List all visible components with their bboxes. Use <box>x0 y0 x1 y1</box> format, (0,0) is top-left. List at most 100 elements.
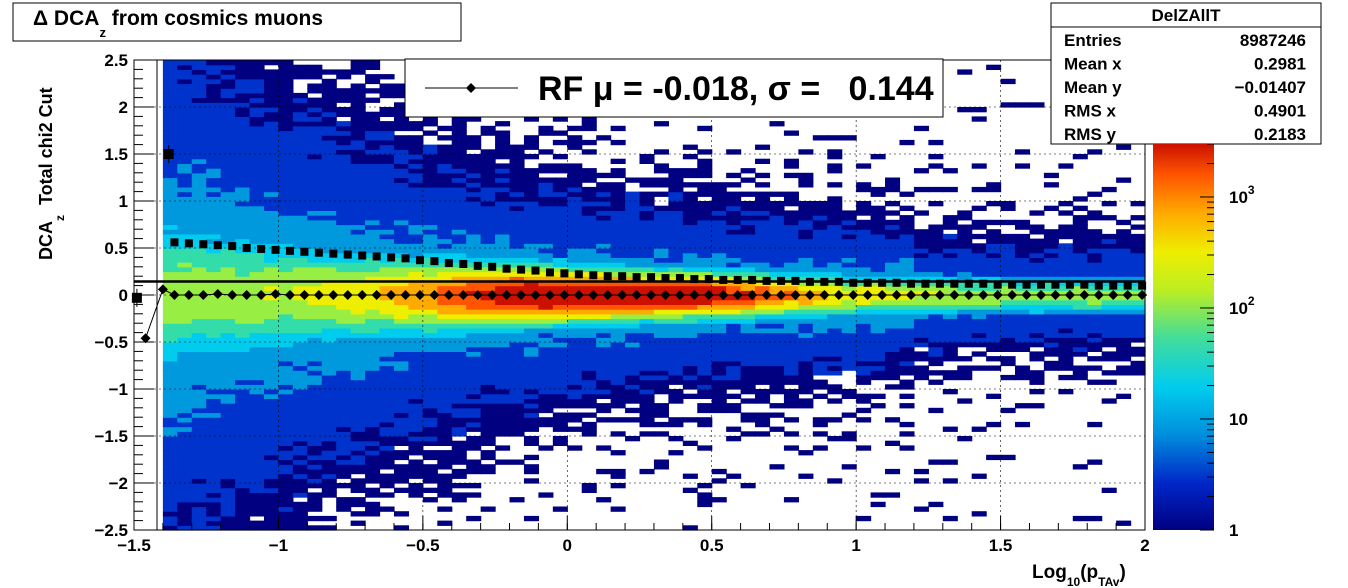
heatmap-cell <box>292 426 308 432</box>
heatmap-cell <box>191 205 207 211</box>
heatmap-cell <box>899 285 915 291</box>
heatmap-cell <box>365 186 381 193</box>
heatmap-cell <box>1116 229 1132 235</box>
heatmap-cell <box>697 205 713 211</box>
heatmap-cell <box>625 398 641 404</box>
heatmap-cell <box>812 304 828 310</box>
heatmap-cell <box>740 309 756 315</box>
heatmap-cell <box>235 196 251 202</box>
heatmap-cell <box>1072 243 1088 249</box>
heatmap-cell <box>1000 313 1016 320</box>
heatmap-cell <box>162 436 178 442</box>
heatmap-cell <box>263 346 280 352</box>
heatmap-cell <box>292 271 308 277</box>
heatmap-cell <box>682 182 698 188</box>
heatmap-cell <box>235 262 251 268</box>
heatmap-cell <box>841 332 857 338</box>
heatmap-cell <box>278 196 294 202</box>
heatmap-cell <box>812 252 828 258</box>
heatmap-cell <box>1000 323 1016 329</box>
heatmap-cell <box>581 487 597 493</box>
heatmap-cell <box>249 125 265 132</box>
heatmap-cell <box>393 191 410 197</box>
heatmap-cell <box>856 351 872 357</box>
heatmap-cell <box>220 78 236 85</box>
heatmap-cell <box>913 285 929 291</box>
heatmap-cell <box>177 224 193 230</box>
heatmap-cell <box>610 125 626 132</box>
heatmap-cell <box>567 360 583 367</box>
heatmap-cell <box>668 266 684 273</box>
heatmap-cell <box>625 266 641 273</box>
heatmap-cell <box>379 398 395 404</box>
ylabel-sub: z <box>53 215 67 221</box>
heatmap-cell <box>942 266 958 273</box>
heatmap-cell <box>235 191 251 197</box>
heatmap-cell <box>307 191 323 197</box>
heatmap-cell <box>1000 327 1016 334</box>
mean-point <box>949 290 960 300</box>
heatmap-cell <box>249 501 265 508</box>
heatmap-cell <box>957 280 973 287</box>
heatmap-cell <box>365 177 381 183</box>
z-tick-label: 1 <box>1229 521 1238 540</box>
heatmap-cell <box>509 215 525 221</box>
heatmap-cell <box>1000 309 1016 315</box>
heatmap-cell <box>278 144 294 150</box>
heatmap-cell <box>755 196 771 202</box>
heatmap-cell <box>913 506 929 512</box>
heatmap-cell <box>177 121 193 127</box>
heatmap-cell <box>451 125 467 132</box>
heatmap-cell <box>480 327 496 334</box>
sigma-point <box>242 244 251 252</box>
heatmap-cell <box>798 219 814 226</box>
heatmap-cell <box>451 389 467 395</box>
heatmap-cell <box>480 248 496 254</box>
heatmap-cell <box>220 407 236 414</box>
heatmap-cell <box>523 440 539 446</box>
heatmap-cell <box>870 243 886 249</box>
heatmap-cell <box>191 262 207 268</box>
heatmap-cell <box>610 351 626 357</box>
heatmap-cell <box>480 149 496 155</box>
heatmap-cell <box>365 464 381 470</box>
heatmap-cell <box>899 445 915 451</box>
heatmap-cell <box>206 149 222 155</box>
heatmap-cell <box>292 412 308 418</box>
heatmap-cell <box>408 201 424 207</box>
heatmap-cell <box>841 233 857 240</box>
heatmap-cell <box>162 337 178 343</box>
heatmap-cell <box>191 177 207 183</box>
heatmap-cell <box>928 285 944 291</box>
heatmap-cell <box>755 219 771 226</box>
heatmap-cell <box>697 233 713 240</box>
heatmap-cell <box>971 107 987 113</box>
heatmap-cell <box>408 271 424 277</box>
heatmap-cell <box>321 125 337 132</box>
heatmap-cell <box>567 224 583 230</box>
heatmap-cell <box>856 295 872 301</box>
heatmap-cell <box>942 351 958 357</box>
heatmap-cell <box>365 252 381 258</box>
heatmap-cell <box>899 191 915 197</box>
heatmap-cell <box>986 248 1002 254</box>
heatmap-cell <box>495 398 511 404</box>
heatmap-cell <box>466 135 482 141</box>
heatmap-cell <box>1000 243 1016 249</box>
heatmap-cell <box>422 384 438 390</box>
heatmap-cell <box>1000 290 1016 296</box>
heatmap-cell <box>1029 309 1045 315</box>
heatmap-cell <box>495 130 511 136</box>
heatmap-cell <box>755 262 771 268</box>
heatmap-cell <box>567 337 583 343</box>
heatmap-cell <box>321 492 337 498</box>
heatmap-cell <box>711 248 727 254</box>
mean-point <box>790 290 801 300</box>
heatmap-cell <box>235 92 251 99</box>
heatmap-cell <box>408 149 424 155</box>
heatmap-cell <box>798 215 814 221</box>
heatmap-cell <box>451 219 467 226</box>
heatmap-cell <box>480 384 496 390</box>
heatmap-cell <box>755 370 771 376</box>
heatmap-cell <box>639 468 655 475</box>
